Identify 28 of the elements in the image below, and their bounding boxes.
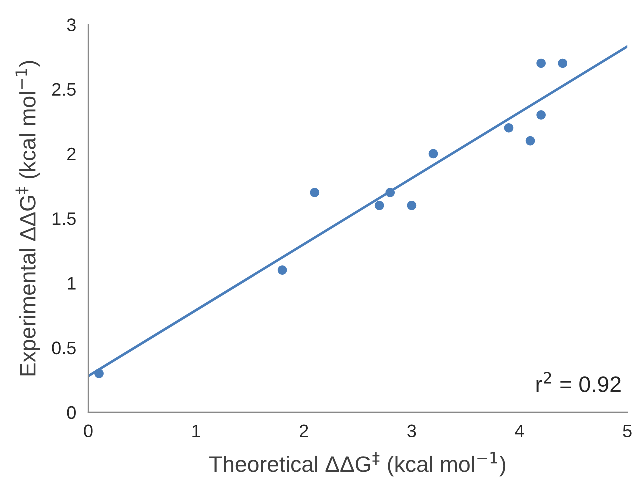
y-tick-label: 0	[67, 406, 76, 420]
y-tick-label: 0.5	[52, 342, 76, 355]
y-tick-label: 3	[67, 18, 76, 32]
y-tick-label: 1.5	[52, 212, 76, 226]
x-tick-label: 2	[300, 424, 308, 438]
x-axis-title: Theoretical ΔΔG$^{‡}$ (kcal mol$^{−1}$)	[210, 452, 506, 477]
x-tick-label: 1	[192, 424, 200, 438]
point	[386, 188, 396, 198]
y-axis-title: Experimental ΔΔG$^{‡}$ (kcal mol$^{−1}$)	[16, 61, 40, 376]
point	[310, 188, 320, 198]
point	[536, 110, 546, 120]
point	[94, 369, 104, 378]
y-tick-label: 1	[68, 277, 76, 290]
y-tick-label: 2	[68, 148, 76, 161]
x-tick-label: 4	[515, 424, 524, 438]
annotation: r$^{2}$ = 0.92	[536, 372, 621, 392]
point	[428, 149, 438, 159]
x-tick-label: 0	[84, 424, 93, 438]
point	[558, 58, 568, 68]
point	[278, 266, 288, 275]
point	[504, 123, 514, 133]
point	[407, 201, 417, 210]
x-tick-label: 3	[408, 424, 416, 438]
point	[526, 136, 536, 146]
point	[536, 58, 546, 68]
y-tick-label: 2.5	[52, 83, 76, 96]
x-tick-label: 5	[623, 424, 632, 438]
point	[374, 201, 384, 210]
